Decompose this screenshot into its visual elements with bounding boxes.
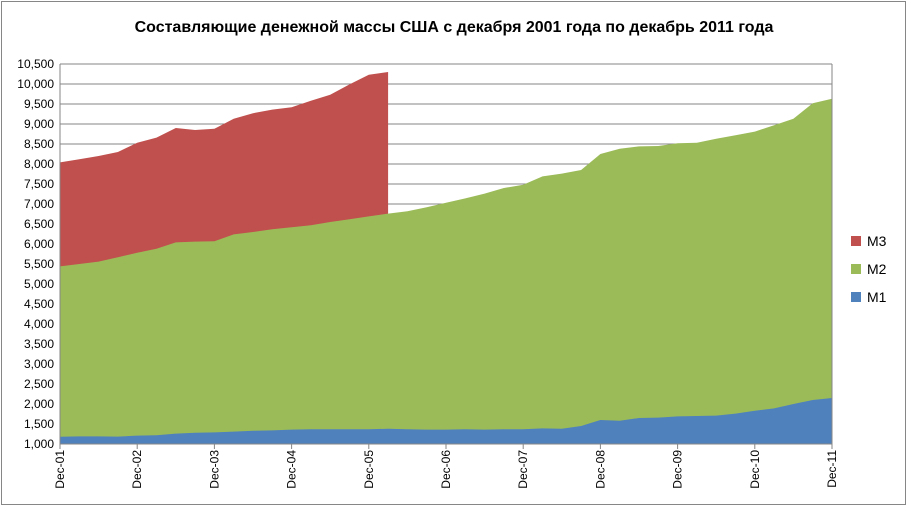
- legend-label: M2: [867, 261, 887, 277]
- x-tick-label: Dec-07: [516, 450, 530, 489]
- legend-swatch: [851, 264, 861, 274]
- y-tick-label: 2,500: [24, 377, 54, 391]
- legend-label: M3: [867, 233, 887, 249]
- y-tick-label: 1,500: [24, 417, 54, 431]
- chart-title: Составляющие денежной массы США с декабр…: [135, 19, 774, 36]
- legend-swatch: [851, 236, 861, 246]
- y-tick-label: 5,000: [24, 277, 54, 291]
- y-tick-label: 8,500: [24, 137, 54, 151]
- x-tick-label: Dec-09: [671, 450, 685, 489]
- x-tick-label: Dec-10: [748, 450, 762, 489]
- area: [60, 98, 832, 445]
- y-tick-label: 3,500: [24, 337, 54, 351]
- y-tick-label: 10,500: [17, 57, 54, 71]
- y-tick-label: 1,000: [24, 437, 54, 451]
- area: [60, 398, 832, 444]
- y-tick-label: 4,500: [24, 297, 54, 311]
- y-tick-label: 4,000: [24, 317, 54, 331]
- x-tick-label: Dec-11: [825, 450, 839, 488]
- x-tick-label: Dec-06: [439, 450, 453, 489]
- y-tick-label: 9,500: [24, 97, 54, 111]
- y-tick-label: 2,000: [24, 397, 54, 411]
- x-tick-label: Dec-03: [207, 450, 221, 489]
- x-tick-label: Dec-05: [362, 450, 376, 489]
- y-tick-label: 7,000: [24, 197, 54, 211]
- y-tick-label: 7,500: [24, 177, 54, 191]
- legend-swatch: [851, 292, 861, 302]
- y-tick-label: 3,000: [24, 357, 54, 371]
- legend-label: M1: [867, 289, 887, 305]
- y-tick-label: 6,500: [24, 217, 54, 231]
- x-tick-label: Dec-04: [285, 450, 299, 489]
- y-tick-label: 9,000: [24, 117, 54, 131]
- y-tick-label: 6,000: [24, 237, 54, 251]
- x-tick-label: Dec-08: [593, 450, 607, 489]
- x-tick-label: Dec-02: [130, 450, 144, 489]
- y-tick-label: 8,000: [24, 157, 54, 171]
- y-tick-label: 5,500: [24, 257, 54, 271]
- x-tick-label: Dec-01: [53, 450, 67, 489]
- y-tick-label: 10,000: [17, 77, 54, 91]
